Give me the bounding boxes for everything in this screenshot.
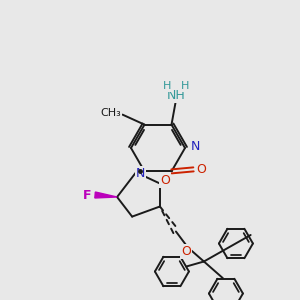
Text: O: O bbox=[196, 163, 206, 176]
Polygon shape bbox=[95, 192, 117, 198]
Text: H: H bbox=[163, 81, 172, 91]
Text: NH: NH bbox=[167, 89, 186, 102]
Text: O: O bbox=[160, 174, 170, 187]
Text: O: O bbox=[181, 245, 191, 258]
Text: N: N bbox=[136, 167, 145, 180]
Text: N: N bbox=[191, 140, 200, 154]
Text: CH₃: CH₃ bbox=[100, 108, 121, 118]
Text: F: F bbox=[83, 188, 91, 202]
Text: H: H bbox=[181, 81, 190, 91]
